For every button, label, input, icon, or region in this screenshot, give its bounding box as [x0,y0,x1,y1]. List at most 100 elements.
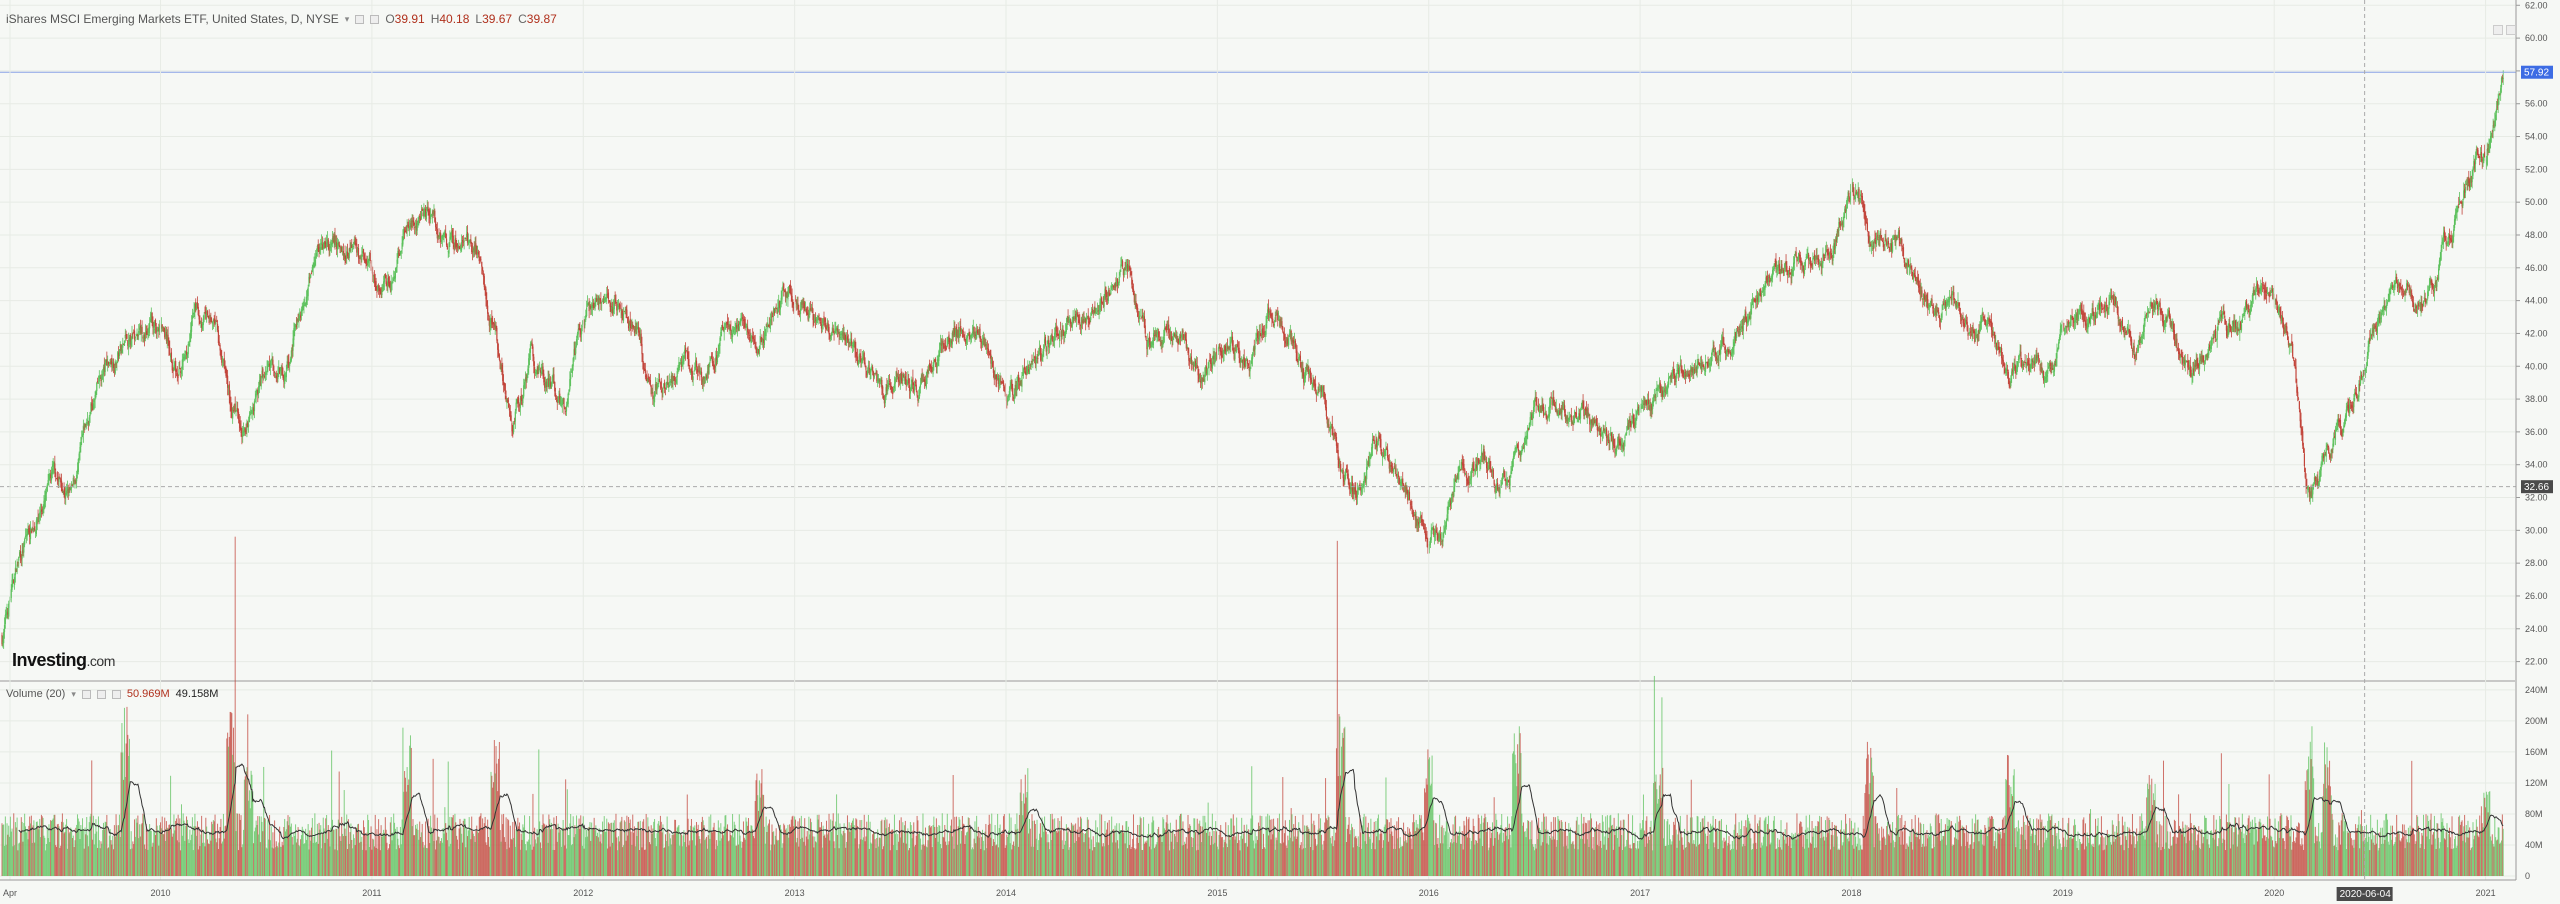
candle-body [205,311,207,319]
candle-body [1322,386,1324,391]
candle-body [1045,347,1047,352]
candle-body [54,463,56,471]
candle-body [1881,240,1884,242]
candle-body [263,375,266,378]
candle-body [2034,360,2036,364]
candle-body [2045,377,2047,379]
candle-body [1141,315,1143,319]
candle-body [1201,377,1203,382]
candle-body [1460,461,1463,470]
candle-body [1974,332,1976,343]
candle-body [117,352,120,357]
candle-body [101,376,103,380]
candle-body [723,329,725,333]
candle-body [841,333,843,335]
candle-body [901,378,903,382]
candle-body [1196,365,1198,368]
candle-body [2037,355,2040,359]
candle-body [1587,408,1589,417]
candle-body [169,347,171,355]
candle-body [847,339,849,343]
candle-body [332,236,334,243]
candle-body [1273,323,1276,326]
candle-body [1704,370,1706,371]
candle-body [1834,239,1837,249]
candle-body [1235,349,1237,351]
candle-body [503,382,506,386]
candle-body [905,379,907,385]
candle-body [1451,494,1453,496]
candle-body [1356,496,1358,498]
candle-body [518,401,520,404]
candle-body [1480,459,1482,465]
candle-body [435,221,437,228]
price-pane[interactable] [0,0,2516,680]
candle-body [56,477,58,481]
candle-body [687,352,689,360]
candle-body [281,366,283,375]
candle-body [1357,488,1359,490]
candle-body [252,409,254,414]
candle-body [986,347,989,349]
candle-body [1803,268,1806,275]
candle-body [1017,374,1020,382]
candle-body [1685,373,1687,376]
candle-body [799,313,801,315]
candle-body [1579,409,1582,419]
candle-body [921,374,923,382]
candle-body [1394,466,1396,469]
candle-body [1420,516,1422,519]
candle-body [31,528,33,531]
candle-body [736,325,739,329]
candle-body [1177,339,1179,344]
candle-body [2070,315,2072,320]
candle-body [845,338,847,342]
candle-body [2004,369,2006,374]
candle-body [1304,370,1307,379]
candle-body [579,329,581,331]
candle-body [804,309,807,311]
candle-body [801,302,803,305]
candle-body [407,224,409,226]
candle-body [329,246,331,248]
candle-body [648,376,650,380]
candle-body [1277,312,1279,321]
candle-body [159,324,161,332]
candle-body [1784,264,1786,269]
candle-body [1105,286,1107,295]
candle-body [2048,364,2051,368]
candle-body [36,519,38,523]
candle-body [569,379,571,390]
candle-body [2060,325,2062,331]
candle-body [1051,334,1053,340]
candle-body [694,366,696,372]
candle-body [544,383,546,388]
candle-body [956,329,958,338]
candle-body [1025,371,1027,375]
candle-body [288,361,290,366]
candle-body [1969,331,1971,333]
candle-body [1053,338,1055,342]
candle-body [226,375,228,378]
candle-body [563,398,565,407]
candle-body [248,415,251,423]
candle-body [1949,297,1951,301]
candle-body [1824,257,1826,259]
candle-body [908,378,910,384]
candle-body [1470,470,1473,479]
candle-body [1624,436,1626,439]
candle-body [284,373,286,384]
candle-body [1142,315,1144,319]
candle-body [1625,433,1627,435]
candle-body [1107,291,1109,301]
candle-body [829,333,831,339]
candle-body [1185,339,1187,349]
candle-body [1342,469,1344,479]
candle-body [154,319,157,326]
candle-body [1477,458,1479,462]
candle-body [712,360,714,367]
candle-body [423,208,425,219]
candle-body [778,300,781,308]
candle-body [157,329,159,332]
